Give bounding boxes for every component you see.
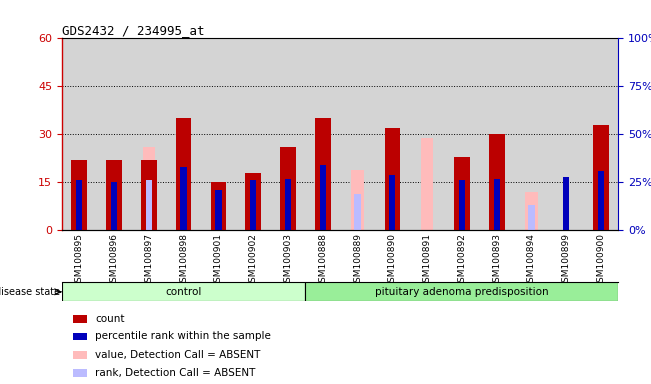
Bar <box>73 351 87 359</box>
Bar <box>73 333 87 340</box>
Bar <box>106 160 122 230</box>
Bar <box>563 177 570 230</box>
Text: GSM100900: GSM100900 <box>596 233 605 288</box>
Bar <box>285 179 291 230</box>
Text: GSM100893: GSM100893 <box>492 233 501 288</box>
Text: disease state: disease state <box>0 287 61 297</box>
Text: pituitary adenoma predisposition: pituitary adenoma predisposition <box>375 287 549 297</box>
Bar <box>525 192 538 230</box>
Bar <box>111 182 117 230</box>
Bar <box>315 118 331 230</box>
Text: GSM100897: GSM100897 <box>145 233 154 288</box>
Bar <box>354 194 361 230</box>
Bar <box>146 180 152 230</box>
Bar <box>280 147 296 230</box>
Bar <box>180 167 187 230</box>
Bar <box>210 182 226 230</box>
Bar <box>73 315 87 323</box>
Bar <box>421 137 433 230</box>
Text: GSM100889: GSM100889 <box>353 233 362 288</box>
Bar <box>62 282 305 301</box>
Text: GSM100903: GSM100903 <box>283 233 292 288</box>
Text: GSM100895: GSM100895 <box>75 233 84 288</box>
Text: GSM100896: GSM100896 <box>109 233 118 288</box>
Bar <box>320 165 326 230</box>
Bar <box>72 160 87 230</box>
Text: GSM100888: GSM100888 <box>318 233 327 288</box>
Bar <box>454 157 470 230</box>
Text: GDS2432 / 234995_at: GDS2432 / 234995_at <box>62 24 204 37</box>
Text: percentile rank within the sample: percentile rank within the sample <box>95 331 271 341</box>
Bar <box>250 180 256 230</box>
Text: value, Detection Call = ABSENT: value, Detection Call = ABSENT <box>95 350 260 360</box>
Bar <box>493 179 500 230</box>
Text: GSM100898: GSM100898 <box>179 233 188 288</box>
Bar <box>176 118 191 230</box>
Bar <box>593 125 609 230</box>
Text: GSM100892: GSM100892 <box>458 233 466 288</box>
Bar <box>529 205 534 230</box>
Bar <box>598 171 604 230</box>
Bar <box>305 282 618 301</box>
Bar <box>141 160 157 230</box>
Bar <box>143 147 155 230</box>
Text: GSM100891: GSM100891 <box>422 233 432 288</box>
Bar <box>385 128 400 230</box>
Bar <box>215 190 221 230</box>
Bar <box>389 175 395 230</box>
Text: GSM100899: GSM100899 <box>562 233 571 288</box>
Text: GSM100901: GSM100901 <box>214 233 223 288</box>
Bar <box>459 180 465 230</box>
Text: count: count <box>95 314 125 324</box>
Text: rank, Detection Call = ABSENT: rank, Detection Call = ABSENT <box>95 368 256 378</box>
Text: GSM100890: GSM100890 <box>388 233 397 288</box>
Bar <box>352 170 364 230</box>
Bar <box>76 180 83 230</box>
Bar <box>245 173 261 230</box>
Bar <box>73 369 87 377</box>
Bar <box>212 182 225 230</box>
Bar <box>489 134 505 230</box>
Text: GSM100902: GSM100902 <box>249 233 258 288</box>
Text: control: control <box>165 287 202 297</box>
Text: GSM100894: GSM100894 <box>527 233 536 288</box>
